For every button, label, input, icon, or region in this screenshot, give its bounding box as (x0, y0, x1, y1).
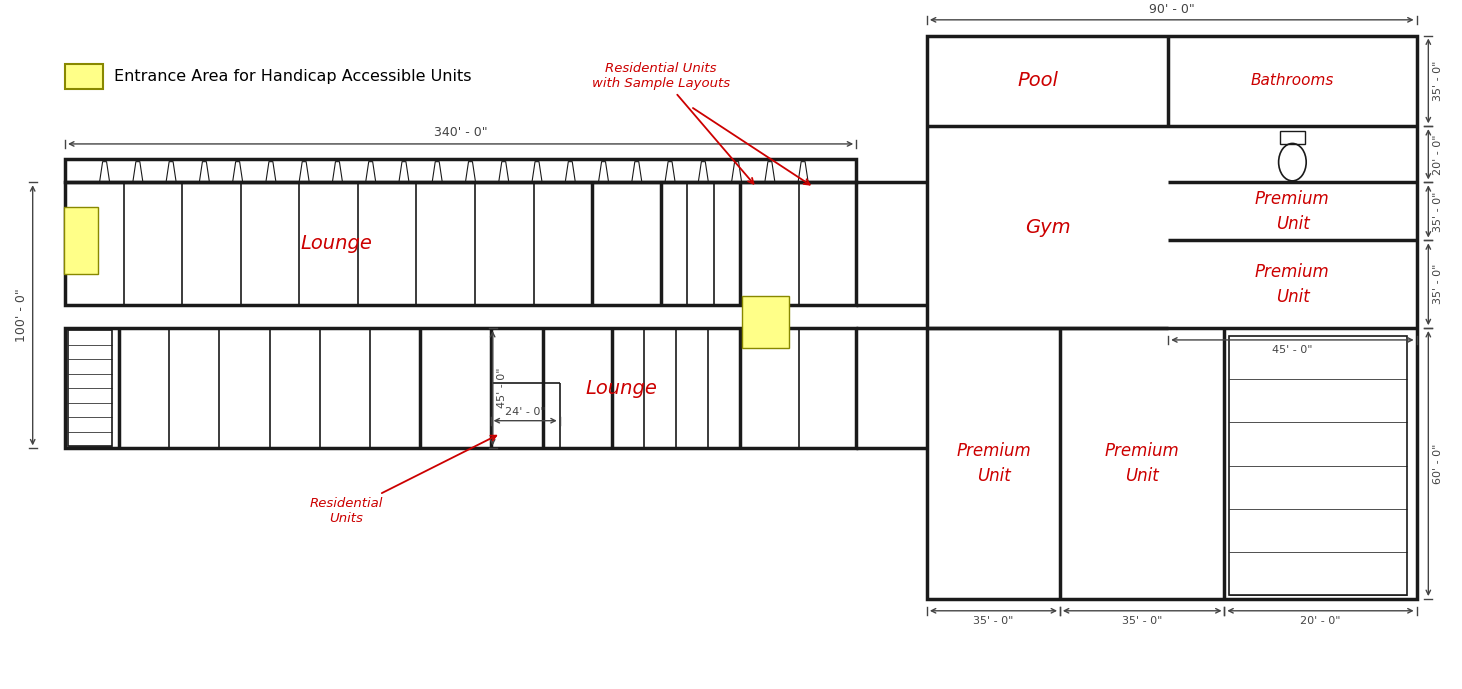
Text: 35' - 0": 35' - 0" (1121, 616, 1162, 626)
Text: 35' - 0": 35' - 0" (974, 616, 1013, 626)
Text: Residential
Units: Residential Units (308, 435, 496, 525)
Text: 35' - 0": 35' - 0" (1433, 192, 1443, 232)
Text: 60' - 0": 60' - 0" (1433, 443, 1443, 484)
Text: Premium
Unit: Premium Unit (1105, 442, 1180, 485)
Bar (64, 207, 98, 274)
Text: Premium
Unit: Premium Unit (956, 442, 1031, 485)
Text: Gym: Gym (1025, 218, 1070, 236)
Text: 90' - 0": 90' - 0" (1149, 3, 1194, 16)
Bar (741, 296, 789, 348)
Text: Premium
Unit: Premium Unit (1254, 263, 1330, 306)
Text: 35' - 0": 35' - 0" (1433, 264, 1443, 305)
Text: 100' - 0": 100' - 0" (15, 289, 28, 342)
Text: 45' - 0": 45' - 0" (1272, 345, 1313, 355)
Text: 20' - 0": 20' - 0" (1433, 134, 1443, 174)
Text: Premium
Unit: Premium Unit (1254, 190, 1330, 233)
Bar (927, 36, 1417, 599)
Bar (66, 183, 857, 305)
Bar (66, 64, 102, 89)
Text: 20' - 0": 20' - 0" (1300, 616, 1341, 626)
Text: Pool: Pool (1018, 72, 1058, 90)
Bar (1230, 336, 1406, 595)
Text: Lounge: Lounge (586, 379, 658, 398)
Text: Residential Units
with Sample Layouts: Residential Units with Sample Layouts (592, 62, 753, 184)
Bar (66, 328, 857, 449)
Bar (66, 158, 857, 183)
Text: 35' - 0": 35' - 0" (1433, 61, 1443, 101)
Bar (1279, 131, 1306, 145)
Text: 340' - 0": 340' - 0" (434, 126, 487, 139)
Text: Bathrooms: Bathrooms (1250, 74, 1335, 88)
Text: 45' - 0": 45' - 0" (497, 368, 507, 409)
Text: Lounge: Lounge (300, 234, 371, 254)
Bar (69, 330, 113, 446)
Text: 24' - 0": 24' - 0" (504, 407, 545, 417)
Text: Entrance Area for Handicap Accessible Units: Entrance Area for Handicap Accessible Un… (114, 69, 472, 84)
